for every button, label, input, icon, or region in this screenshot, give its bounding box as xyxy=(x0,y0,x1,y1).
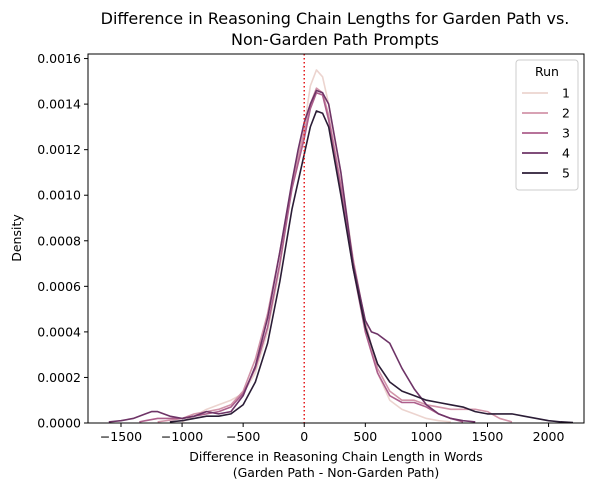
legend-label-2: 2 xyxy=(562,106,570,121)
y-tick-label: 0.0008 xyxy=(37,233,81,248)
x-tick-label: −1500 xyxy=(100,429,142,444)
legend-label-1: 1 xyxy=(562,86,570,101)
y-axis-label: Density xyxy=(9,214,24,262)
x-tick-label: −1000 xyxy=(161,429,203,444)
x-axis-ticks: −1500 −1000 −500 0 500 1000 1500 2000 xyxy=(100,423,565,444)
y-tick-label: 0.0014 xyxy=(37,97,81,112)
series-line-2 xyxy=(157,87,513,423)
plot-frame xyxy=(87,53,585,424)
x-tick-label: 1000 xyxy=(410,429,442,444)
series-line-1 xyxy=(181,69,451,423)
x-tick-label: 0 xyxy=(300,429,308,444)
legend: Run 1 2 3 4 5 xyxy=(515,59,579,191)
legend-title: Run xyxy=(535,64,559,79)
x-axis-label-line-2: (Garden Path - Non-Garden Path) xyxy=(233,465,440,480)
y-tick-label: 0.0016 xyxy=(37,51,81,66)
y-axis-ticks: 0.0000 0.0002 0.0004 0.0006 0.0008 0.0010 0.00… xyxy=(37,51,88,431)
chart-title-line-2: Non-Garden Path Prompts xyxy=(231,30,439,49)
series-line-5 xyxy=(169,110,574,424)
x-axis-label-line-1: Difference in Reasoning Chain Length in … xyxy=(189,449,482,464)
chart-title-line-1: Difference in Reasoning Chain Lengths fo… xyxy=(101,9,570,28)
x-tick-label: 2000 xyxy=(533,429,565,444)
x-tick-label: 1500 xyxy=(472,429,504,444)
y-tick-label: 0.0000 xyxy=(37,416,81,431)
plot-content xyxy=(108,54,574,424)
legend-label-4: 4 xyxy=(562,146,570,161)
y-tick-label: 0.0002 xyxy=(37,370,81,385)
y-tick-label: 0.0010 xyxy=(37,188,81,203)
y-tick-label: 0.0006 xyxy=(37,279,81,294)
legend-label-3: 3 xyxy=(562,126,570,141)
x-tick-label: −500 xyxy=(226,429,260,444)
series-line-4 xyxy=(108,89,476,423)
x-tick-label: 500 xyxy=(353,429,377,444)
legend-label-5: 5 xyxy=(562,166,570,181)
y-tick-label: 0.0004 xyxy=(37,324,81,339)
y-tick-label: 0.0012 xyxy=(37,142,81,157)
legend-items: 1 2 3 4 5 xyxy=(522,86,570,181)
